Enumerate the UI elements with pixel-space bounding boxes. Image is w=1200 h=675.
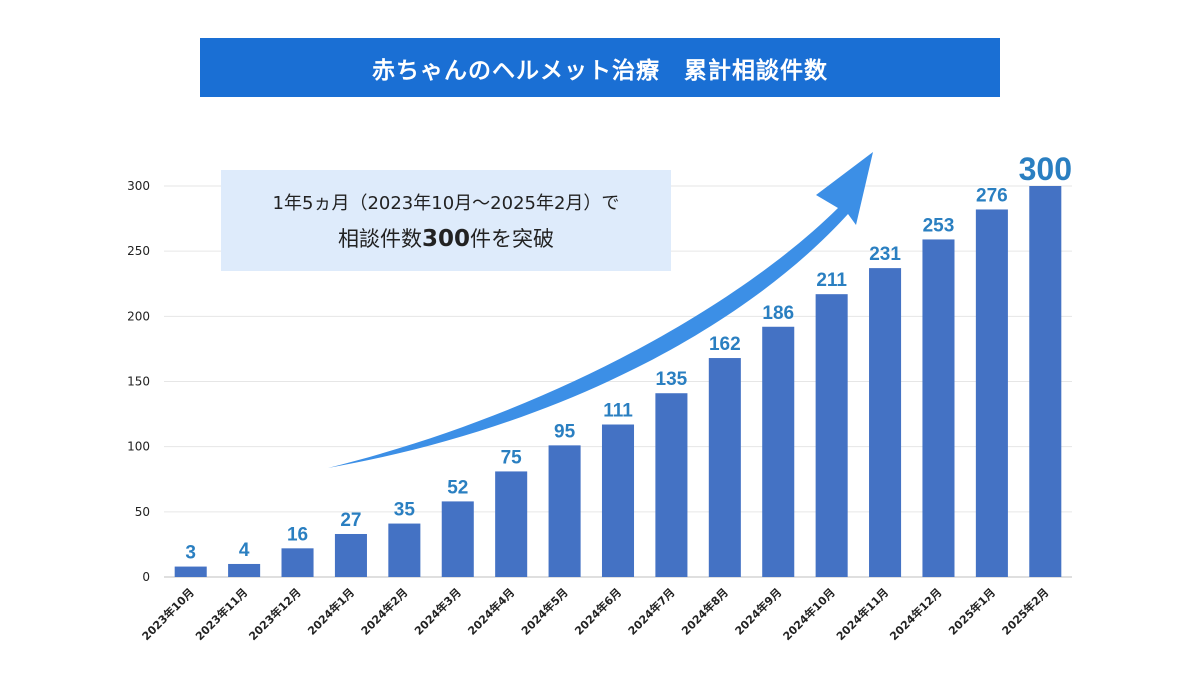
data-label: 3	[185, 543, 196, 564]
x-tick-label: 2024年10月	[780, 585, 838, 643]
y-tick-label: 100	[127, 440, 150, 454]
bar	[869, 268, 902, 577]
data-label: 111	[603, 401, 633, 422]
data-label: 4	[239, 540, 250, 561]
bar	[1029, 186, 1062, 577]
bar	[975, 209, 1008, 577]
x-tick-label: 2024年5月	[518, 585, 571, 638]
x-tick-label: 2025年1月	[945, 585, 998, 638]
bar	[601, 424, 635, 577]
data-label: 27	[340, 510, 361, 531]
data-label: 135	[656, 369, 688, 390]
x-tick-label: 2024年1月	[305, 585, 358, 638]
bars	[174, 186, 1062, 578]
chart-title: 赤ちゃんのヘルメット治療 累計相談件数	[372, 57, 828, 84]
x-tick-label: 2023年11月	[192, 585, 250, 643]
y-tick-label: 200	[127, 309, 150, 323]
data-label: 52	[447, 477, 468, 498]
y-tick-label: 300	[127, 179, 150, 193]
summary-callout: 1年5ヵ月（2023年10月〜2025年2月）で 相談件数300件を突破	[221, 170, 671, 271]
bar	[281, 548, 314, 577]
bar	[388, 523, 421, 577]
data-label: 276	[976, 185, 1008, 206]
x-tick-label: 2024年6月	[572, 585, 625, 638]
data-label: 35	[394, 500, 416, 521]
data-label: 300	[1019, 151, 1072, 187]
x-tick-label: 2024年3月	[411, 585, 464, 638]
data-label: 16	[287, 524, 308, 545]
bar	[334, 533, 367, 577]
callout-result-text: 相談件数300件を突破	[338, 223, 554, 253]
x-tick-label: 2023年10月	[139, 585, 197, 643]
callout-prefix: 相談件数	[337, 226, 422, 251]
data-labels: 3 4 16 27 35 52 75 95 111 135 162 186 211 231 253 276 30…	[185, 151, 1072, 564]
data-label: 231	[869, 244, 901, 265]
x-tick-label: 2024年11月	[833, 585, 891, 643]
data-label: 186	[762, 303, 794, 324]
bar	[655, 393, 688, 577]
y-tick-label: 50	[135, 505, 150, 519]
bar	[815, 294, 848, 577]
x-tick-label: 2024年9月	[732, 585, 785, 638]
x-tick-label: 2023年12月	[246, 585, 304, 643]
chart-title-banner: 赤ちゃんのヘルメット治療 累計相談件数	[200, 38, 1000, 97]
bar	[228, 563, 261, 577]
y-tick-label: 150	[127, 375, 150, 389]
callout-number: 300	[421, 225, 470, 252]
bar	[922, 239, 955, 578]
bar	[495, 471, 528, 577]
data-label: 162	[709, 334, 741, 355]
y-tick-label: 250	[127, 244, 150, 258]
bar	[174, 566, 207, 577]
data-label: 75	[501, 447, 523, 468]
callout-period-text: 1年5ヵ月（2023年10月〜2025年2月）で	[272, 192, 620, 214]
y-tick-label: 0	[142, 570, 150, 584]
x-tick-label: 2024年4月	[465, 585, 518, 638]
x-tick-label: 2024年7月	[625, 585, 678, 638]
callout-suffix: 件を突破	[470, 226, 554, 251]
data-label: 95	[554, 421, 576, 442]
x-tick-label: 2024年2月	[358, 585, 411, 638]
bar	[762, 326, 795, 577]
bar	[708, 358, 741, 577]
data-label: 211	[816, 270, 847, 291]
bar	[441, 501, 474, 577]
x-tick-label: 2025年2月	[999, 585, 1052, 638]
x-tick-label: 2024年8月	[678, 585, 731, 638]
data-label: 253	[923, 215, 955, 236]
bar	[548, 445, 581, 577]
x-tick-label: 2024年12月	[887, 585, 945, 643]
